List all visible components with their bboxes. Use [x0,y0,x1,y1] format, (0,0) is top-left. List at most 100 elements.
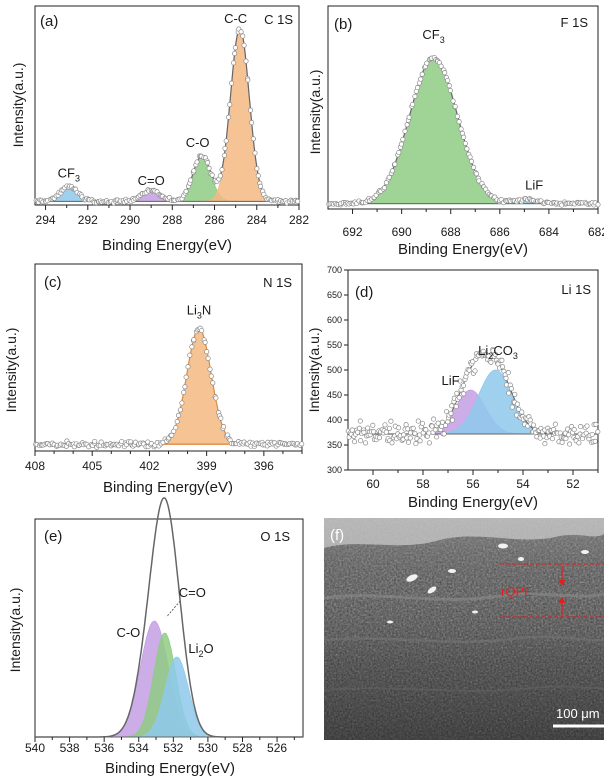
panel-a-plot: 294 292 290 288 286 284 282 CF3 C=O C-O C-C [33,11,309,227]
x-tick-label: 538 [60,741,80,755]
data-point [191,337,197,343]
x-tick-label: 690 [392,225,412,239]
rqpe-arrowhead-down [558,580,566,586]
data-point [398,141,404,147]
peak-annotation: C-O [186,135,210,150]
data-point [183,188,189,194]
data-point [400,136,406,143]
data-point [593,421,599,427]
data-point [447,87,453,94]
data-point [449,403,455,409]
data-point [92,438,98,444]
panel-c-title: N 1S [263,275,292,290]
data-point [205,355,211,361]
data-point [506,390,512,396]
data-point [254,166,260,172]
data-point [222,145,228,151]
data-point [530,422,537,428]
panel-d-label: (d) [355,284,373,301]
data-point [247,107,254,113]
data-point [356,425,362,431]
data-point [519,409,525,415]
data-point [516,406,522,412]
data-point [499,357,505,363]
panel-b-ylabel: Intensity(a.u.) [307,70,323,155]
x-tick-label: 686 [490,225,510,239]
data-point [462,140,468,146]
data-point [389,440,395,446]
sem-particle [406,574,418,582]
y-tick-label: 550 [327,340,342,350]
panel-d-ylabel: Intensity(a.u.) [306,328,322,413]
data-point [468,158,475,164]
data-point [243,58,249,64]
sem-particle [518,557,524,561]
panel-d-xlabel: Binding Energy(eV) [408,494,538,511]
data-point [219,167,225,173]
data-point [500,364,506,370]
panel-e-label: (e) [44,528,62,545]
data-point [189,344,195,350]
data-point [213,395,219,401]
data-point [351,439,358,445]
data-point [464,146,470,152]
data-point [505,370,511,376]
data-point [206,165,212,171]
panel-f-label: (f) [330,527,344,544]
data-point [442,70,448,76]
peak-annotation: Li2O [188,641,213,659]
data-point [444,408,450,415]
data-point [250,136,256,142]
data-point [386,425,392,431]
data-point [454,113,460,119]
data-point [557,430,563,436]
panel-c-xlabel: Binding Energy(eV) [103,479,233,496]
data-point [241,42,247,48]
data-point [232,50,238,56]
x-tick-label: 405 [82,459,102,473]
data-point [456,395,462,401]
data-point [426,430,432,436]
data-point [559,439,565,445]
data-point [199,327,205,334]
x-tick-label: 294 [36,213,56,227]
data-point [549,436,555,442]
panel-a: (a) C 1S 294 292 290 288 286 284 282 CF3 C=O C-O C… [10,5,309,254]
data-point [576,440,582,446]
data-point [227,102,233,108]
data-point [449,417,456,423]
data-point [461,382,467,389]
x-tick-label: 56 [466,477,480,491]
data-point [426,440,432,446]
data-point [595,202,601,208]
data-point [441,431,447,437]
x-tick-label: 528 [232,741,252,755]
data-point [295,198,301,204]
panel-e-plot: 540 538 536 534 532 530 528 526 C=O C-O Li2O [25,497,303,755]
data-point [181,389,187,395]
sem-bright-particles [387,543,589,624]
data-point [365,425,371,431]
peak-annotation: LiF [441,373,459,388]
panel-e: (e) O 1S 540 538 536 534 532 530 528 526 C=O C-O L… [7,497,304,777]
data-point [173,425,179,431]
panel-a-title: C 1S [264,12,293,27]
x-tick-label: 534 [129,741,149,755]
data-point [490,348,496,354]
data-point [486,353,492,359]
data-point [249,120,255,126]
data-point [410,101,416,108]
data-point [218,415,224,421]
x-tick-label: 692 [343,225,363,239]
peak-annotation: CF3 [58,166,80,184]
data-point [503,375,509,381]
x-tick-label: 688 [441,225,461,239]
x-tick-label: 54 [516,477,530,491]
data-point [412,93,418,99]
data-point [169,432,175,438]
data-point [207,366,213,372]
data-point [472,368,478,374]
data-point [450,98,456,104]
x-tick-label: 540 [25,741,45,755]
